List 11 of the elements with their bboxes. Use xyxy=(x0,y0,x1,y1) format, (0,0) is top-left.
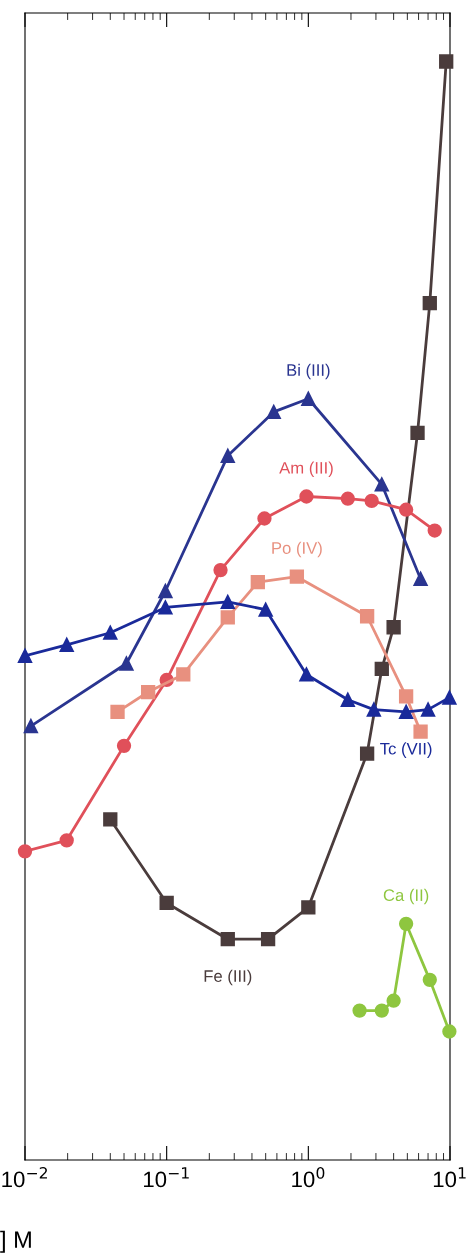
x-tick-label: 10$^{0}$ xyxy=(292,1166,325,1188)
series-label: Po (IV) xyxy=(272,541,322,558)
series-label: Bi (III) xyxy=(287,363,330,380)
series-label: Am (III) xyxy=(279,461,333,478)
x-tick-label: 10$^{1}$ xyxy=(433,1167,466,1188)
series-label: Fe (III) xyxy=(204,969,252,986)
x-tick-label: 10$^{−1}$ xyxy=(144,1167,189,1188)
series-label: Ca (II) xyxy=(383,888,429,905)
series-label: Tc (VII) xyxy=(380,742,432,758)
x-tick-label: 10$^{−2}$ xyxy=(2,1166,47,1188)
x-axis-title: ] M xyxy=(0,1230,31,1253)
